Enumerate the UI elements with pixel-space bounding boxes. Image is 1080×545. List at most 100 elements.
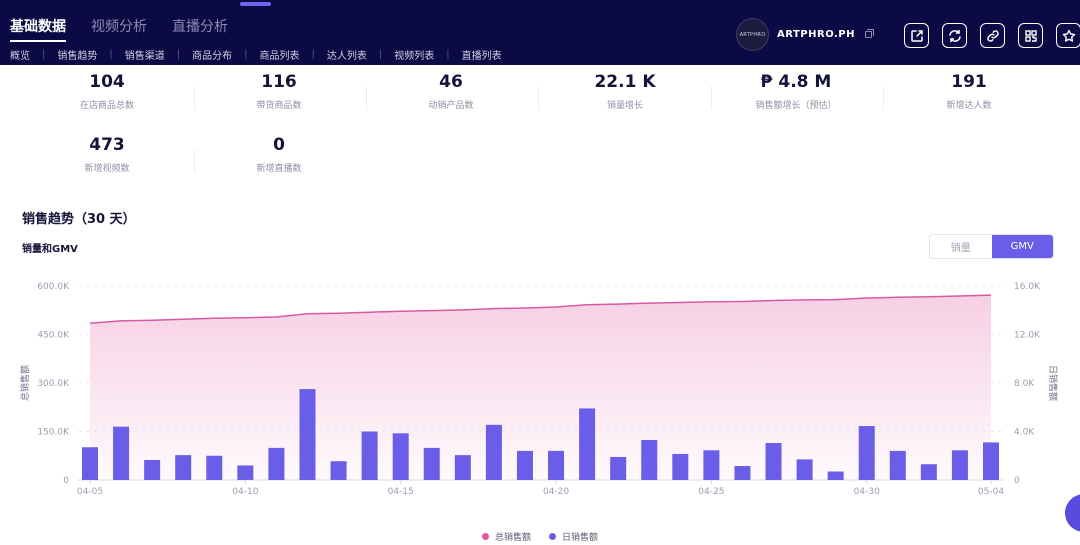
y-left-tick-label: 0 (63, 476, 69, 486)
total-sales-area (90, 295, 991, 480)
subnav-video-list[interactable]: 视频列表 (394, 51, 435, 62)
daily-sales-bar (144, 459, 161, 480)
stat-label: 新增视频数 (84, 164, 130, 174)
toggle-gmv[interactable]: GMV (991, 235, 1053, 258)
sub-navigation: 概览 | 销售趋势 | 销售渠道 | 商品分布 | 商品列表 | 达人列表 | 视频列表 | … (10, 47, 502, 62)
top-navigation-bar: 基础数据 视频分析 直播分析 概览 | 销售趋势 | 销售渠道 | 商品分布 | 商品列… (0, 0, 1080, 65)
stat-label: 销售额增长（预估） (755, 101, 837, 111)
subnav-separator: | (311, 49, 315, 60)
stat-divider (194, 149, 195, 173)
x-tick-label: 04-15 (388, 487, 414, 497)
stat-divider (711, 86, 712, 110)
y-left-tick-label: 600.0K (37, 282, 70, 292)
legend-dot-total (481, 533, 489, 540)
stat-label: 新增达人数 (946, 101, 992, 111)
subnav-sales-channel[interactable]: 销售渠道 (124, 51, 165, 62)
shop-info: ARTPHRO ARTPHRO.PH (736, 18, 874, 51)
tab-video-analysis[interactable]: 视频分析 (91, 19, 147, 35)
daily-sales-bar (983, 442, 999, 480)
chat-fab-button[interactable] (1065, 494, 1080, 532)
daily-sales-bar (82, 447, 98, 480)
top-indicator (240, 2, 271, 6)
y-right-tick-label: 16.0K (1014, 282, 1041, 292)
stat-value: 116 (261, 72, 297, 92)
stat-new-creators: 191 新增达人数 (883, 72, 1055, 111)
daily-sales-bar (392, 433, 409, 480)
daily-sales-bar (672, 453, 689, 480)
stat-new-videos: 473 新增视频数 (21, 135, 193, 174)
legend-label-daily: 日销售额 (562, 533, 599, 543)
stat-label: 动销产品数 (428, 101, 474, 111)
link-icon[interactable] (980, 23, 1005, 48)
daily-sales-bar (579, 408, 596, 480)
daily-sales-bar (454, 455, 471, 480)
daily-sales-bar (827, 471, 844, 480)
subnav-product-list[interactable]: 商品列表 (259, 51, 300, 62)
daily-sales-bar (548, 450, 565, 480)
tab-live-analysis[interactable]: 直播分析 (172, 19, 228, 35)
sales-trend-chart: 0 0 150.0K 4.0K 300.0K 8.0K 450.0K 12.0K 600.0K 1… (19, 282, 1059, 497)
y-left-tick-label: 150.0K (37, 428, 70, 438)
stat-revenue-growth: ₱ 4.8 M 销售额增长（预估） (710, 72, 882, 111)
copy-icon[interactable] (865, 29, 874, 38)
daily-sales-bar (796, 459, 813, 480)
stat-total-products: 104 在店商品总数 (21, 72, 193, 111)
stat-value: 46 (439, 72, 463, 92)
toggle-sales-volume[interactable]: 销量 (950, 243, 971, 254)
legend-item-total[interactable]: 总销售额 (481, 530, 531, 543)
stat-new-lives: 0 新增直播数 (193, 135, 365, 174)
stat-value: ₱ 4.8 M (760, 72, 832, 92)
stat-divider (538, 86, 539, 110)
daily-sales-bar (268, 447, 285, 480)
total-sales-line (89, 294, 992, 324)
daily-sales-bar (734, 466, 751, 480)
daily-sales-bar (113, 426, 130, 480)
y-left-tick-label: 450.0K (37, 331, 70, 341)
daily-sales-bar (423, 447, 440, 480)
y-left-axis-title: 总销售额 (19, 365, 31, 401)
x-tick-label: 04-25 (698, 487, 724, 497)
refresh-icon[interactable] (942, 23, 967, 48)
stat-sales-growth: 22.1 K 销量增长 (539, 72, 711, 111)
qr-icon[interactable] (1018, 23, 1043, 48)
subnav-separator: | (446, 49, 450, 60)
daily-sales-bar (703, 450, 720, 480)
stat-value: 473 (89, 135, 125, 155)
stat-value: 22.1 K (594, 72, 656, 92)
daily-sales-bar (299, 389, 316, 480)
subnav-live-list[interactable]: 直播列表 (461, 51, 502, 62)
subnav-product-distribution[interactable]: 商品分布 (192, 51, 233, 62)
stat-divider (366, 86, 367, 110)
subnav-sales-trend[interactable]: 销售趋势 (57, 51, 98, 62)
chart-title: 销量和GMV (22, 244, 78, 255)
stat-active-products: 46 动销产品数 (365, 72, 537, 111)
legend-dot-daily (549, 533, 556, 540)
subnav-creator-list[interactable]: 达人列表 (326, 51, 367, 62)
legend-item-daily[interactable]: 日销售额 (549, 530, 598, 543)
y-right-tick-label: 0 (1014, 476, 1020, 486)
tab-basic-data[interactable]: 基础数据 (10, 16, 66, 42)
daily-sales-bar (641, 439, 658, 480)
metric-toggle: 销量 GMV (929, 234, 1054, 259)
subnav-separator: | (109, 49, 113, 60)
chart-legend: 总销售额 日销售额 (0, 530, 1080, 543)
daily-sales-bar (175, 455, 192, 480)
stat-value: 104 (89, 72, 125, 92)
subnav-overview[interactable]: 概览 (10, 51, 30, 62)
x-tick-label: 04-20 (543, 487, 569, 497)
daily-sales-bar (858, 426, 875, 480)
stat-value: 191 (951, 72, 987, 92)
star-icon[interactable] (1056, 23, 1080, 48)
y-right-tick-label: 12.0K (1014, 331, 1041, 341)
subnav-separator: | (244, 49, 248, 60)
subnav-separator: | (378, 49, 383, 60)
daily-sales-bar (330, 461, 347, 480)
x-tick-label: 05-04 (978, 487, 1004, 497)
daily-sales-bar (920, 464, 937, 480)
subnav-separator: | (42, 49, 46, 60)
legend-label-total: 总销售额 (494, 533, 531, 543)
stat-divider (194, 86, 195, 110)
share-icon[interactable] (904, 23, 929, 48)
main-tabs: 基础数据 视频分析 直播分析 (10, 16, 228, 42)
stat-label: 新增直播数 (256, 164, 302, 174)
